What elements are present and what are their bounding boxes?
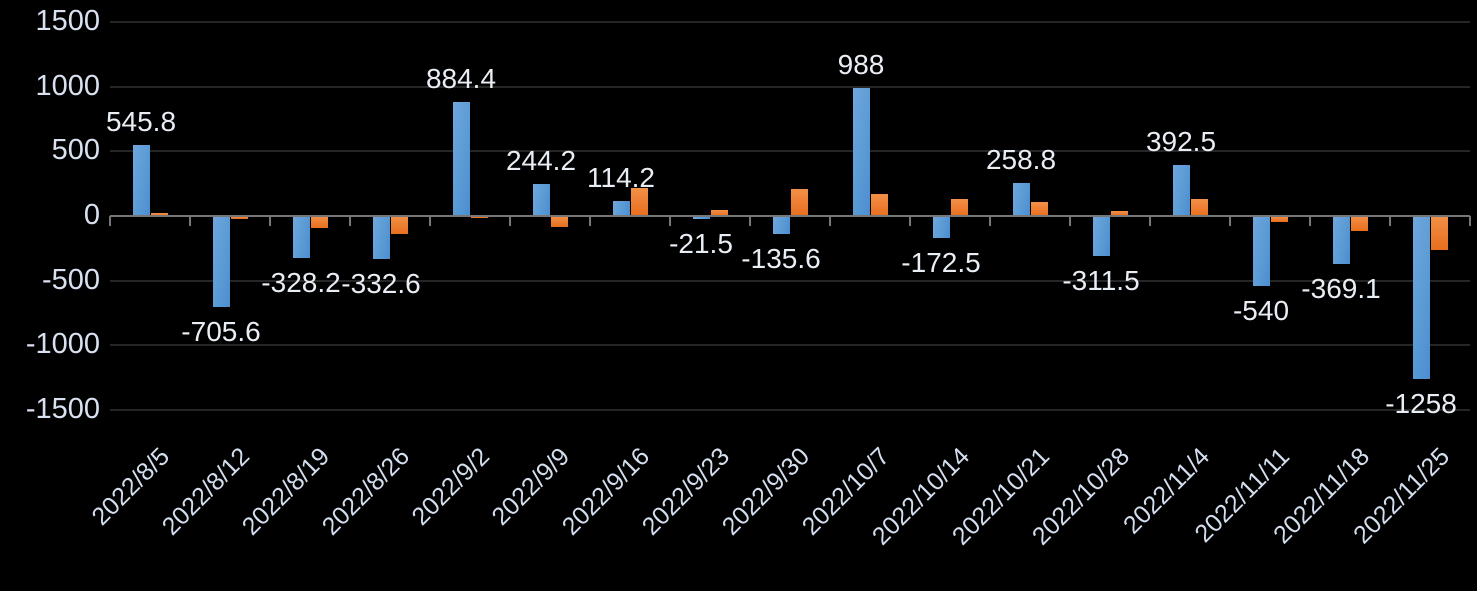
bar-blue-series[interactable] bbox=[853, 88, 870, 216]
data-label: 392.5 bbox=[1145, 126, 1217, 158]
x-axis-tick bbox=[269, 216, 271, 226]
x-axis-tick bbox=[1069, 216, 1071, 226]
bar-orange-series[interactable] bbox=[871, 194, 888, 216]
bar-orange-series[interactable] bbox=[151, 213, 168, 216]
data-label: 258.8 bbox=[985, 143, 1057, 175]
x-axis-tick bbox=[509, 216, 511, 226]
x-axis-category-label: 2022/8/5 bbox=[86, 442, 176, 531]
bar-orange-series[interactable] bbox=[231, 216, 248, 219]
bar-orange-series[interactable] bbox=[1191, 198, 1208, 216]
bar-blue-series[interactable] bbox=[613, 201, 630, 216]
y-axis-tick-label: 1500 bbox=[35, 5, 100, 38]
bar-blue-series[interactable] bbox=[133, 145, 150, 216]
bar-orange-series[interactable] bbox=[951, 199, 968, 216]
data-label: -21.5 bbox=[669, 227, 733, 259]
y-axis-tick-label: -500 bbox=[41, 263, 100, 296]
data-label: -332.6 bbox=[341, 268, 421, 299]
bar-orange-series[interactable] bbox=[1111, 210, 1128, 216]
x-axis-tick bbox=[1389, 216, 1391, 226]
data-label: 114.2 bbox=[587, 162, 655, 194]
x-axis-tick bbox=[1309, 216, 1311, 226]
bar-orange-series[interactable] bbox=[551, 216, 568, 227]
data-label: -172.5 bbox=[901, 247, 981, 279]
bar-orange-series[interactable] bbox=[1031, 202, 1048, 216]
data-label: -369.1 bbox=[1301, 272, 1381, 304]
data-label: 988 bbox=[837, 49, 885, 81]
bar-orange-series[interactable] bbox=[1431, 216, 1448, 250]
x-axis-tick bbox=[109, 216, 111, 226]
bar-blue-series[interactable] bbox=[1333, 216, 1350, 264]
bar-orange-series[interactable] bbox=[1351, 216, 1368, 231]
data-label: 545.8 bbox=[105, 106, 177, 138]
bar-blue-series[interactable] bbox=[1093, 216, 1110, 257]
x-axis-tick bbox=[829, 216, 831, 226]
x-axis-tick bbox=[1229, 216, 1231, 226]
y-axis-tick-label: 0 bbox=[83, 199, 100, 231]
y-gridline bbox=[110, 21, 1470, 24]
y-axis-tick-label: 1000 bbox=[35, 69, 100, 102]
bar-orange-series[interactable] bbox=[791, 189, 808, 216]
y-gridline bbox=[110, 408, 1470, 411]
x-axis-tick bbox=[909, 216, 911, 226]
y-gridline bbox=[110, 279, 1470, 282]
data-label: 244.2 bbox=[505, 145, 577, 177]
bar-orange-series[interactable] bbox=[311, 216, 328, 229]
x-axis-tick bbox=[589, 216, 591, 226]
x-axis-tick bbox=[189, 216, 191, 226]
bar-blue-series[interactable] bbox=[1253, 216, 1270, 286]
y-axis-tick-label: -1500 bbox=[25, 392, 100, 425]
bar-blue-series[interactable] bbox=[1013, 182, 1030, 216]
bar-orange-series[interactable] bbox=[631, 188, 648, 216]
x-axis-tick bbox=[349, 216, 351, 226]
bar-orange-series[interactable] bbox=[471, 216, 488, 219]
bar-blue-series[interactable] bbox=[693, 216, 710, 219]
x-axis-tick bbox=[749, 216, 751, 226]
y-gridline bbox=[110, 150, 1470, 153]
bar-blue-series[interactable] bbox=[533, 184, 550, 216]
x-axis-tick bbox=[669, 216, 671, 226]
bar-blue-series[interactable] bbox=[213, 216, 230, 308]
bar-blue-series[interactable] bbox=[1173, 165, 1190, 216]
data-label: -311.5 bbox=[1062, 265, 1140, 297]
data-label: -705.6 bbox=[181, 316, 261, 348]
bar-blue-series[interactable] bbox=[293, 216, 310, 259]
bar-blue-series[interactable] bbox=[373, 216, 390, 259]
bar-orange-series[interactable] bbox=[711, 210, 728, 216]
x-axis-tick bbox=[1149, 216, 1151, 226]
data-label: -328.2 bbox=[261, 267, 341, 299]
y-axis-tick-label: 500 bbox=[51, 134, 100, 167]
y-gridline bbox=[110, 344, 1470, 347]
y-gridline bbox=[110, 85, 1470, 88]
x-axis-tick bbox=[1469, 216, 1471, 226]
data-label: -135.6 bbox=[741, 242, 821, 274]
bar-orange-series[interactable] bbox=[1271, 216, 1288, 222]
data-label: -540 bbox=[1232, 294, 1290, 326]
x-axis-tick bbox=[429, 216, 431, 226]
bar-blue-series[interactable] bbox=[933, 216, 950, 239]
bar-blue-series[interactable] bbox=[773, 216, 790, 234]
x-axis-line bbox=[110, 215, 1470, 217]
x-axis-tick bbox=[989, 216, 991, 226]
bar-blue-series[interactable] bbox=[1413, 216, 1430, 379]
bar-orange-series[interactable] bbox=[391, 216, 408, 235]
bar-blue-series[interactable] bbox=[453, 101, 470, 216]
data-label: 884.4 bbox=[425, 62, 497, 94]
data-label: -1258 bbox=[1385, 387, 1457, 419]
y-axis-tick-label: -1000 bbox=[25, 328, 100, 361]
